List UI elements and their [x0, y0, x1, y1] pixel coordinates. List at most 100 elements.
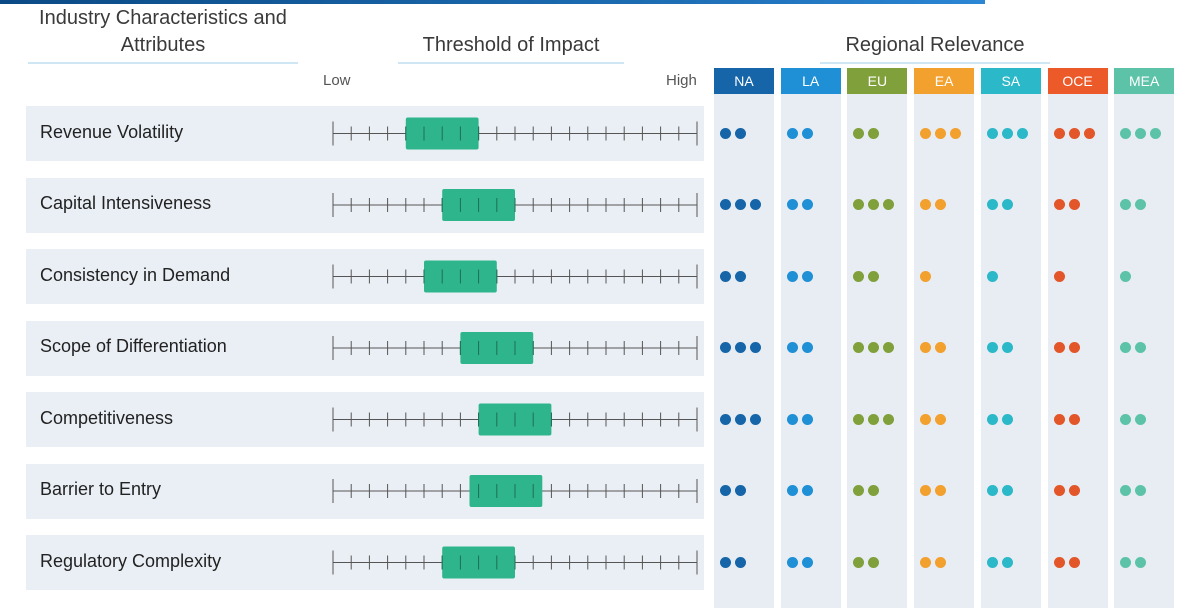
- relevance-dots-ea: [920, 485, 947, 496]
- relevance-dot: [786, 199, 798, 210]
- relevance-dot: [853, 342, 865, 353]
- relevance-dots-sa: [986, 199, 1013, 210]
- relevance-dot: [1150, 127, 1162, 139]
- relevance-dot: [1135, 199, 1147, 210]
- relevance-dot: [720, 556, 731, 568]
- relevance-dots-eu: [853, 342, 895, 353]
- relevance-dots-la: [786, 485, 813, 496]
- relevance-dot: [1001, 342, 1013, 353]
- relevance-dot: [801, 342, 813, 353]
- relevance-dot: [1068, 199, 1080, 210]
- relevance-dot: [735, 556, 746, 568]
- relevance-dot: [920, 556, 932, 568]
- relevance-dots-oce: [1053, 270, 1065, 282]
- relevance-dot: [735, 199, 746, 210]
- relevance-dot: [720, 199, 731, 210]
- relevance-dots-sa: [986, 270, 998, 282]
- region-column-ea: EA: [914, 68, 975, 608]
- relevance-dots-mea: [1120, 199, 1147, 210]
- relevance-dots-ea: [920, 556, 947, 568]
- relevance-dot: [1001, 556, 1013, 568]
- relevance-dot: [935, 199, 947, 210]
- relevance-dot: [1001, 127, 1013, 139]
- relevance-dots-mea: [1120, 342, 1147, 353]
- row-label: Regulatory Complexity: [40, 550, 222, 571]
- relevance-dot: [1001, 485, 1013, 496]
- region-header-sa: SA: [980, 68, 1041, 94]
- relevance-dot: [868, 342, 880, 353]
- relevance-dots-ea: [920, 342, 947, 353]
- relevance-dot: [920, 342, 932, 353]
- relevance-dot: [853, 556, 865, 568]
- relevance-dots-na: [720, 342, 761, 353]
- relevance-dot: [935, 413, 947, 425]
- relevance-dot: [786, 485, 798, 496]
- relevance-dot: [853, 127, 865, 139]
- relevance-dot: [1053, 342, 1065, 353]
- relevance-dot: [1053, 485, 1065, 496]
- row-label: Competitiveness: [40, 407, 174, 428]
- relevance-dot: [1068, 485, 1080, 496]
- relevance-dot: [735, 342, 746, 353]
- threshold-heading: Threshold of Impact: [398, 32, 624, 64]
- relevance-dots-la: [786, 342, 813, 353]
- axis-low-label: Low: [323, 72, 351, 89]
- relevance-dots-mea: [1120, 270, 1132, 282]
- relevance-dot: [1001, 413, 1013, 425]
- row-label: Capital Intensiveness: [40, 193, 212, 213]
- row-label: Scope of Differentiation: [40, 336, 227, 356]
- relevance-dot: [735, 413, 746, 425]
- relevance-dots-eu: [853, 199, 895, 210]
- region-header-mea: MEA: [1114, 68, 1175, 94]
- relevance-dot: [735, 127, 746, 139]
- relevance-dot: [986, 199, 998, 210]
- relevance-dots-na: [720, 485, 746, 496]
- relevance-dots-ea: [920, 413, 947, 425]
- relevance-dots-sa: [986, 127, 1028, 139]
- region-header-oce: OCE: [1047, 68, 1108, 94]
- relevance-dots-eu: [853, 270, 880, 282]
- relevance-dot: [720, 270, 731, 282]
- relevance-dots-na: [720, 127, 746, 139]
- relevance-dot: [735, 485, 746, 496]
- relevance-dot: [883, 342, 895, 353]
- relevance-dots-ea: [920, 199, 947, 210]
- relevance-dots-eu: [853, 485, 880, 496]
- characteristics-heading: Industry Characteristics and Attributes: [28, 5, 298, 64]
- relevance-dot: [786, 413, 798, 425]
- relevance-dot: [1135, 127, 1147, 139]
- relevance-dot: [1068, 413, 1080, 425]
- region-header-la: LA: [780, 68, 841, 94]
- relevance-dot: [920, 485, 932, 496]
- relevance-dot: [920, 127, 932, 139]
- regional-heading: Regional Relevance: [820, 32, 1050, 64]
- relevance-dot: [868, 485, 880, 496]
- relevance-dots-oce: [1053, 556, 1080, 568]
- relevance-dot: [950, 127, 962, 139]
- relevance-dot: [868, 270, 880, 282]
- region-column-oce: OCE: [1047, 68, 1108, 608]
- relevance-dots-la: [786, 199, 813, 210]
- impact-range-bar: [469, 475, 543, 507]
- relevance-dot: [1120, 199, 1132, 210]
- relevance-dot: [868, 413, 880, 425]
- relevance-dots-sa: [986, 556, 1013, 568]
- relevance-dot: [868, 556, 880, 568]
- relevance-dot: [801, 199, 813, 210]
- relevance-dot: [1053, 270, 1065, 282]
- relevance-dots-oce: [1053, 485, 1080, 496]
- relevance-dots-ea: [920, 127, 962, 139]
- relevance-dot: [1068, 556, 1080, 568]
- relevance-dot: [853, 270, 865, 282]
- relevance-dot: [720, 413, 731, 425]
- top-accent-bar: [0, 0, 985, 4]
- region-column-mea: MEA: [1114, 68, 1175, 608]
- regional-underline: [820, 62, 1050, 64]
- relevance-dots-mea: [1120, 485, 1147, 496]
- region-column-eu: EU: [847, 68, 908, 608]
- relevance-dot: [1120, 556, 1132, 568]
- axis-high-label: High: [666, 72, 697, 89]
- relevance-dots-la: [786, 127, 813, 139]
- threshold-underline: [398, 62, 624, 64]
